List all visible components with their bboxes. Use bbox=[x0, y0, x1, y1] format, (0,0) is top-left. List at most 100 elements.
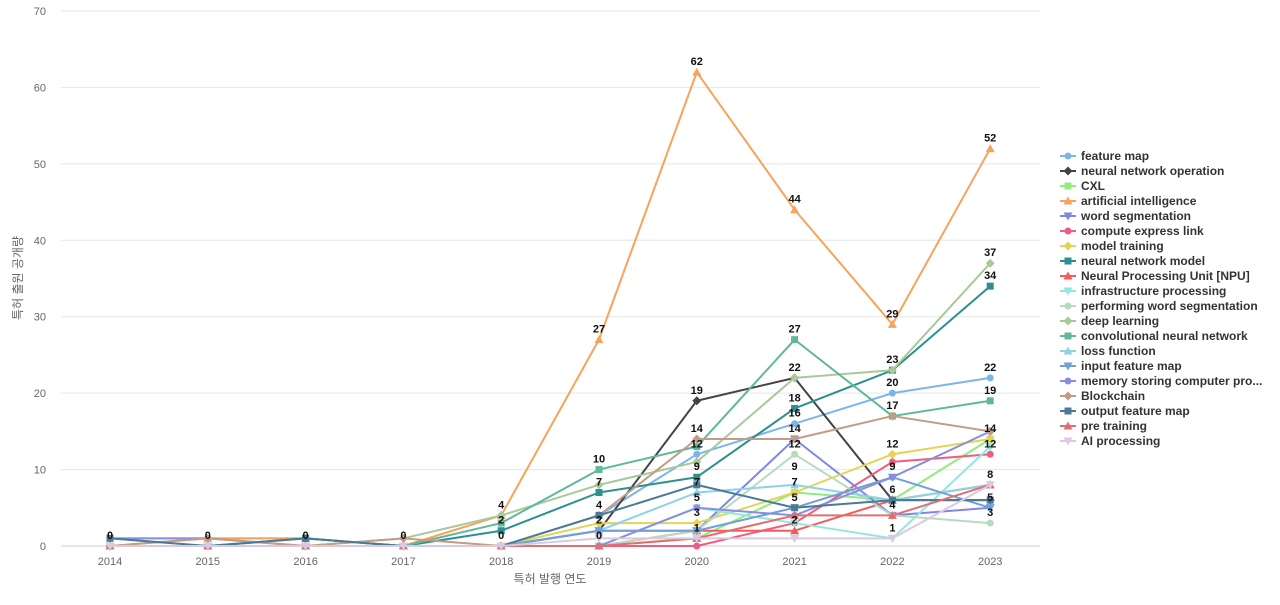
data-point[interactable] bbox=[497, 527, 505, 535]
data-point[interactable] bbox=[302, 534, 310, 542]
data-point[interactable] bbox=[105, 542, 115, 551]
data-point[interactable] bbox=[791, 504, 799, 512]
data-point[interactable] bbox=[986, 519, 994, 527]
data-point[interactable] bbox=[791, 450, 799, 458]
data-point[interactable] bbox=[595, 489, 603, 496]
data-point[interactable] bbox=[985, 426, 995, 436]
data-point[interactable] bbox=[790, 434, 800, 444]
legend-item[interactable]: input feature map bbox=[1060, 359, 1182, 373]
data-point[interactable] bbox=[985, 443, 995, 452]
legend-item[interactable]: word segmentation bbox=[1060, 209, 1191, 223]
data-point[interactable] bbox=[887, 411, 897, 421]
data-point[interactable] bbox=[986, 374, 994, 382]
data-label-layer: 0 0 0 0420271074206219141297531442722181614… bbox=[107, 56, 997, 542]
data-point[interactable] bbox=[693, 450, 701, 458]
legend-item[interactable]: memory storing computer pro... bbox=[1060, 374, 1262, 388]
data-point[interactable] bbox=[594, 527, 604, 536]
data-point[interactable] bbox=[985, 144, 995, 153]
data-point[interactable] bbox=[692, 534, 702, 543]
data-point[interactable] bbox=[887, 365, 897, 375]
data-point[interactable] bbox=[692, 488, 702, 496]
legend-item[interactable]: Blockchain bbox=[1060, 389, 1145, 403]
data-point[interactable] bbox=[693, 443, 701, 451]
data-point[interactable] bbox=[791, 404, 799, 412]
data-point[interactable] bbox=[887, 319, 897, 328]
data-point[interactable] bbox=[203, 533, 213, 543]
data-point[interactable] bbox=[106, 534, 114, 542]
data-point[interactable] bbox=[594, 534, 604, 543]
data-label: 9 bbox=[694, 461, 700, 473]
data-point[interactable] bbox=[692, 527, 702, 536]
data-point[interactable] bbox=[888, 389, 896, 397]
legend-item[interactable]: infrastructure processing bbox=[1060, 284, 1226, 298]
data-label: 14 bbox=[691, 423, 704, 435]
y-tick-label: 60 bbox=[34, 82, 46, 94]
data-point[interactable] bbox=[790, 526, 800, 535]
data-point[interactable] bbox=[888, 496, 896, 504]
series-convolutional-neural-network bbox=[106, 336, 994, 550]
data-point[interactable] bbox=[986, 397, 994, 405]
data-point[interactable] bbox=[986, 496, 994, 504]
legend-item[interactable]: AI processing bbox=[1060, 434, 1160, 448]
data-point[interactable] bbox=[791, 336, 799, 344]
legend-item[interactable]: CXL bbox=[1060, 179, 1105, 193]
data-point[interactable] bbox=[790, 488, 800, 497]
data-point[interactable] bbox=[496, 510, 506, 520]
data-point[interactable] bbox=[693, 542, 701, 550]
data-point[interactable] bbox=[888, 473, 896, 481]
data-point[interactable] bbox=[692, 518, 702, 528]
data-point[interactable] bbox=[595, 466, 603, 474]
legend-item[interactable]: model training bbox=[1060, 239, 1164, 253]
data-point[interactable] bbox=[888, 458, 896, 466]
data-point[interactable] bbox=[692, 67, 702, 76]
legend-item[interactable]: Neural Processing Unit [NPU] bbox=[1060, 269, 1250, 283]
data-label: 22 bbox=[788, 362, 800, 374]
data-point[interactable] bbox=[985, 481, 995, 490]
legend-item[interactable]: convolutional neural network bbox=[1060, 329, 1248, 343]
data-point[interactable] bbox=[203, 542, 213, 551]
data-point[interactable] bbox=[595, 511, 603, 519]
legend-item[interactable]: deep learning bbox=[1060, 314, 1159, 328]
data-point[interactable] bbox=[692, 434, 702, 444]
data-point[interactable] bbox=[790, 205, 800, 214]
data-point[interactable] bbox=[496, 542, 506, 551]
data-point[interactable] bbox=[985, 504, 995, 513]
data-point[interactable] bbox=[594, 541, 604, 550]
data-point[interactable] bbox=[693, 481, 701, 489]
data-point[interactable] bbox=[985, 258, 995, 268]
legend-item[interactable]: output feature map bbox=[1060, 404, 1190, 418]
data-point[interactable] bbox=[497, 519, 505, 527]
data-point[interactable] bbox=[594, 518, 604, 528]
legend-item[interactable]: pre training bbox=[1060, 419, 1147, 433]
data-point[interactable] bbox=[692, 457, 702, 467]
data-point[interactable] bbox=[887, 534, 897, 543]
legend-item[interactable]: performing word segmentation bbox=[1060, 299, 1258, 313]
data-point[interactable] bbox=[594, 480, 604, 490]
legend-item[interactable]: feature map bbox=[1060, 149, 1149, 163]
data-point[interactable] bbox=[790, 534, 800, 543]
legend-item[interactable]: loss function bbox=[1060, 344, 1156, 358]
data-point[interactable] bbox=[887, 510, 897, 519]
data-point[interactable] bbox=[693, 473, 701, 481]
data-point[interactable] bbox=[791, 420, 799, 428]
data-point[interactable] bbox=[790, 373, 800, 383]
legend-item[interactable]: neural network operation bbox=[1060, 164, 1224, 178]
data-point[interactable] bbox=[790, 480, 800, 489]
data-point[interactable] bbox=[986, 450, 994, 458]
data-point[interactable] bbox=[398, 533, 408, 543]
data-point[interactable] bbox=[301, 542, 311, 551]
data-point[interactable] bbox=[398, 542, 408, 551]
legend-item[interactable]: compute express link bbox=[1060, 224, 1204, 238]
legend-item[interactable]: artificial intelligence bbox=[1060, 194, 1197, 208]
data-point[interactable] bbox=[594, 335, 604, 344]
legend-item[interactable]: neural network model bbox=[1060, 254, 1205, 268]
grid-layer bbox=[61, 10, 1040, 547]
data-point[interactable] bbox=[790, 519, 800, 528]
data-point[interactable] bbox=[986, 282, 994, 290]
data-point[interactable] bbox=[790, 510, 800, 519]
legend-marker bbox=[1064, 227, 1072, 235]
data-point[interactable] bbox=[985, 434, 995, 444]
data-point[interactable] bbox=[693, 504, 701, 512]
data-point[interactable] bbox=[887, 449, 897, 459]
data-point[interactable] bbox=[692, 396, 702, 406]
